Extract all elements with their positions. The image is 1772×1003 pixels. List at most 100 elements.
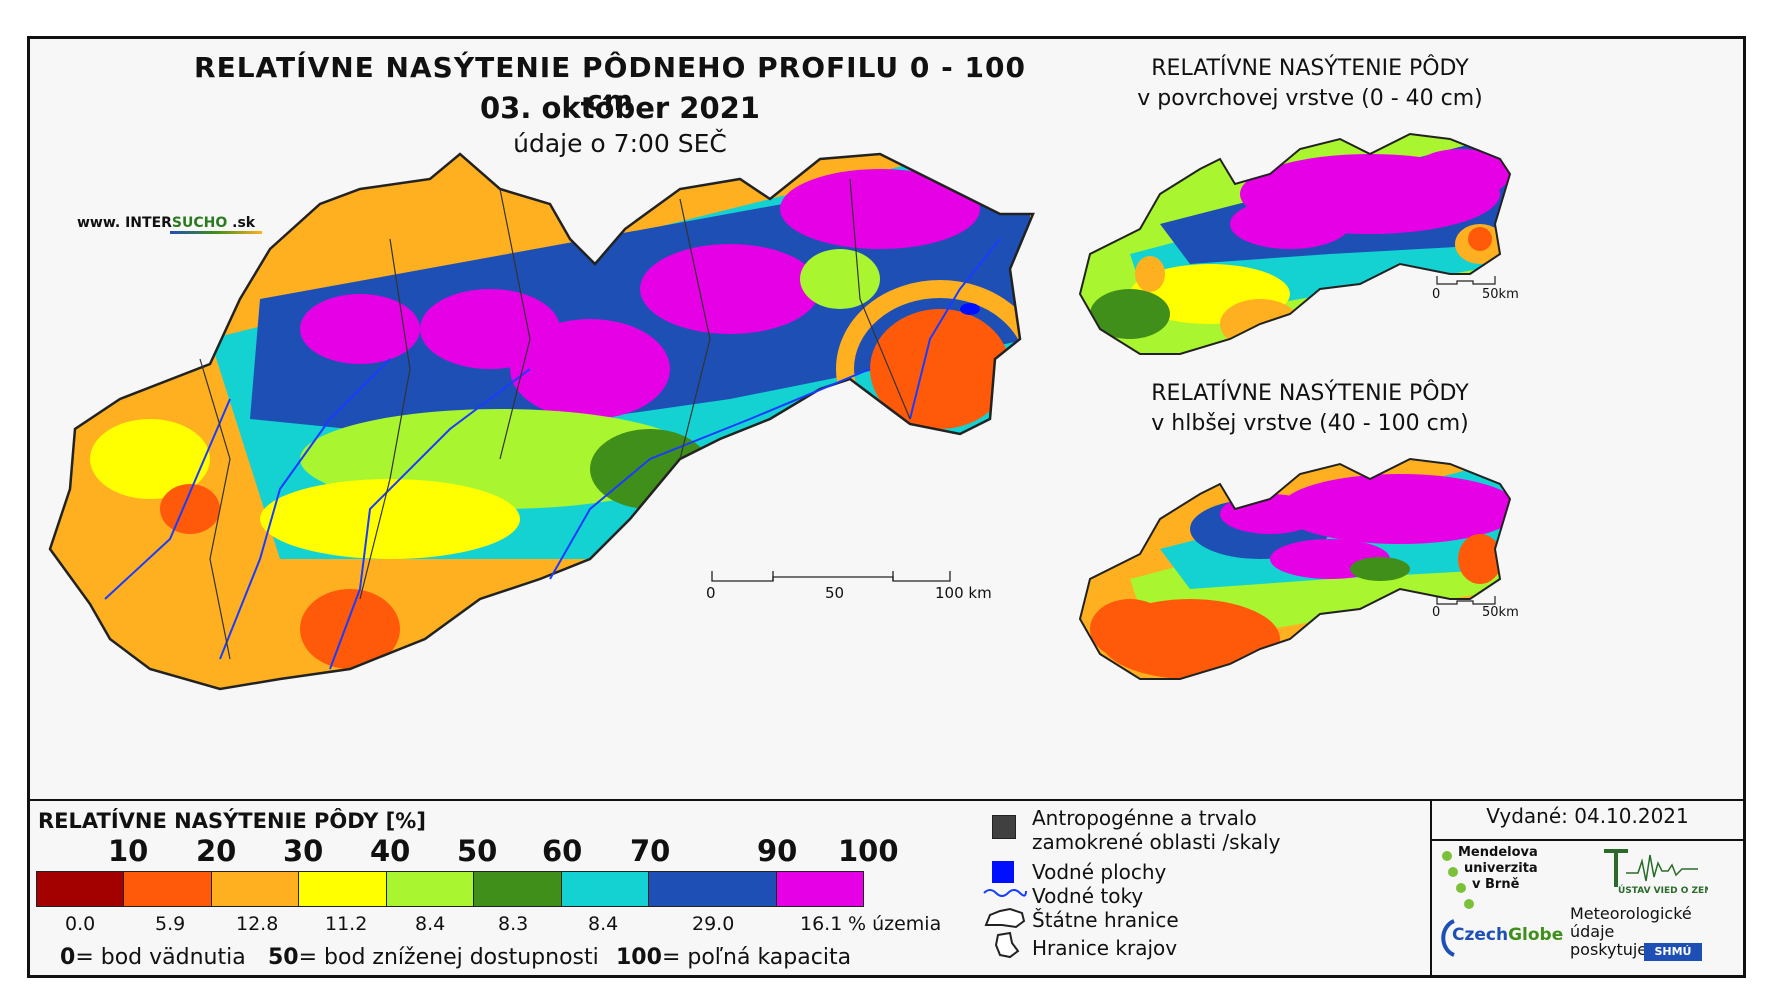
legend-swatch-20-30 (211, 872, 300, 906)
inset-top-title: RELATÍVNE NASÝTENIE PÔDY v povrchovej vr… (1110, 54, 1510, 114)
legend-item-region-border: Hranice krajov (1032, 936, 1178, 960)
website-underline (170, 231, 262, 234)
met-data-note: Meteorologické údaje poskytuje: (1570, 905, 1692, 959)
footnote-100-text: = poľná kapacita (661, 945, 852, 970)
legend-pct-4: 8.4 (415, 913, 446, 935)
map-date: 03. október 2021 (479, 91, 760, 125)
website-suffix: .sk (227, 215, 256, 231)
legend-swatch-60-70 (561, 872, 650, 906)
legend-divider (30, 799, 1743, 801)
region-border-icon (994, 931, 1020, 959)
inset-top-scale-bar (1436, 276, 1496, 285)
met-data-line3: poskytuje: (1570, 940, 1653, 959)
issued-date: Vydané: 04.10.2021 (1486, 804, 1689, 828)
inset-bottom-line1: RELATÍVNE NASÝTENIE PÔDY (1151, 381, 1469, 406)
legend-swatch-10-20 (124, 872, 212, 906)
legend-swatch-0-10 (37, 872, 125, 906)
main-title: RELATÍVNE NASÝTENIE PÔDNEHO PROFILU 0 - … (194, 51, 1026, 117)
dark-square-icon (992, 815, 1016, 839)
legend-color-bar (36, 871, 864, 907)
legend-swatch-90-100 (776, 872, 863, 906)
met-data-line2: údaje (1570, 922, 1615, 941)
legend-tick-50: 50 (457, 834, 498, 868)
website-prefix: www. INTER (77, 215, 172, 231)
mendel-dot-4 (1464, 899, 1474, 909)
mendel-dot-2 (1448, 867, 1458, 877)
inset-top-scale-0: 0 (1432, 287, 1441, 302)
czechglobe-part2: Globe (1508, 925, 1564, 945)
legend-tick-60: 60 (542, 834, 583, 868)
footnote-100: 100= poľná kapacita (616, 945, 851, 970)
website-link[interactable]: www. INTERSUCHO .sk (77, 215, 262, 234)
legend-tick-40: 40 (370, 834, 411, 868)
mendel-line-2: univerzita (1464, 861, 1538, 876)
legend-pct-8: 16.1 (800, 913, 843, 935)
inset-top-scale-50: 50km (1482, 287, 1519, 302)
ustav-vied-o-zemi-logo: ÚSTAV VIED O ZEMI (1604, 849, 1708, 896)
main-map (48, 152, 1035, 691)
mendel-logo: Mendelova univerzita v Brně (1442, 845, 1572, 915)
legend-title: RELATÍVNE NASÝTENIE PÔDY [%] (38, 809, 426, 833)
mendel-line-3: v Brně (1472, 877, 1520, 892)
legend-pct-3: 11.2 (325, 913, 368, 935)
inset-bottom-map (1078, 457, 1512, 680)
state-border-icon (984, 907, 1026, 929)
legend-pct-5: 8.3 (498, 913, 529, 935)
ustav-text: ÚSTAV VIED O ZEMI (1618, 884, 1708, 896)
mendel-line-1: Mendelova (1458, 845, 1538, 860)
legend-pct-unit: % územia (848, 913, 942, 935)
inset-bottom-scale-bar (1436, 596, 1496, 605)
legend-item-rivers: Vodné toky (1032, 884, 1144, 908)
legend-swatch-50-60 (474, 872, 562, 906)
footnote-50: 50= bod zníženej dostupnosti (268, 945, 599, 970)
footnote-0: 0= bod vädnutia (60, 945, 246, 970)
map-frame: RELATÍVNE NASÝTENIE PÔDNEHO PROFILU 0 - … (27, 36, 1746, 978)
blue-square-icon (992, 861, 1014, 883)
footnote-50-value: 50 (268, 945, 299, 970)
inset-top-map (1078, 132, 1512, 355)
inset-bottom-line2: v hlbšej vrstve (40 - 100 cm) (1151, 411, 1469, 436)
legend-tick-70: 70 (630, 834, 671, 868)
legend-item-water-bodies: Vodné plochy (1032, 860, 1167, 884)
inset-top-line2: v povrchovej vrstve (0 - 40 cm) (1137, 86, 1483, 111)
main-scale-label-0: 0 (706, 584, 716, 602)
legend-pct-6: 8.4 (588, 913, 619, 935)
shmu-logo: SHMÚ (1644, 943, 1702, 961)
mendel-dot-3 (1456, 883, 1466, 893)
main-scale-label-100: 100 km (935, 584, 992, 602)
legend-pct-1: 5.9 (155, 913, 186, 935)
legend-pct-0: 0.0 (65, 913, 96, 935)
legend-item-antropogenic: Antropogénne a trvalo zamokrené oblasti … (1032, 806, 1281, 854)
map-area: RELATÍVNE NASÝTENIE PÔDNEHO PROFILU 0 - … (30, 39, 1743, 799)
time-note: údaje o 7:00 SEČ (513, 129, 727, 158)
met-data-line1: Meteorologické (1570, 904, 1692, 923)
legend-tick-10: 10 (108, 834, 149, 868)
inset-bottom-scale-50: 50km (1482, 605, 1519, 620)
legend-pct-2: 12.8 (236, 913, 279, 935)
legend-item-state-border: Štátne hranice (1032, 908, 1179, 932)
inset-bottom-scale-0: 0 (1432, 605, 1441, 620)
main-scale-bar (711, 571, 951, 582)
issued-divider (1430, 839, 1743, 841)
footnote-50-text: = bod zníženej dostupnosti (298, 945, 599, 970)
legend-vertical-divider (1430, 799, 1432, 975)
main-scale-label-50: 50 (825, 584, 845, 602)
footnote-0-value: 0 (60, 945, 76, 970)
czechglobe-part1: Czech (1452, 925, 1509, 945)
footnote-0-text: = bod vädnutia (75, 945, 246, 970)
river-line-icon (983, 889, 1027, 897)
legend-tick-100: 100 (838, 834, 899, 868)
legend-tick-90: 90 (757, 834, 798, 868)
legend-swatch-30-40 (299, 872, 387, 906)
legend-tick-30: 30 (283, 834, 324, 868)
legend-swatch-70-90 (649, 872, 777, 906)
legend-tick-20: 20 (196, 834, 237, 868)
footnote-100-value: 100 (616, 945, 662, 970)
inset-top-line1: RELATÍVNE NASÝTENIE PÔDY (1151, 56, 1469, 81)
czechglobe-arc-icon (1441, 919, 1455, 957)
legend-pct-7: 29.0 (692, 913, 735, 935)
legend-swatch-40-50 (386, 872, 475, 906)
mendel-dot-1 (1442, 851, 1452, 861)
website-highlight: SUCHO (171, 215, 228, 231)
inset-bottom-title: RELATÍVNE NASÝTENIE PÔDY v hlbšej vrstve… (1110, 379, 1510, 439)
